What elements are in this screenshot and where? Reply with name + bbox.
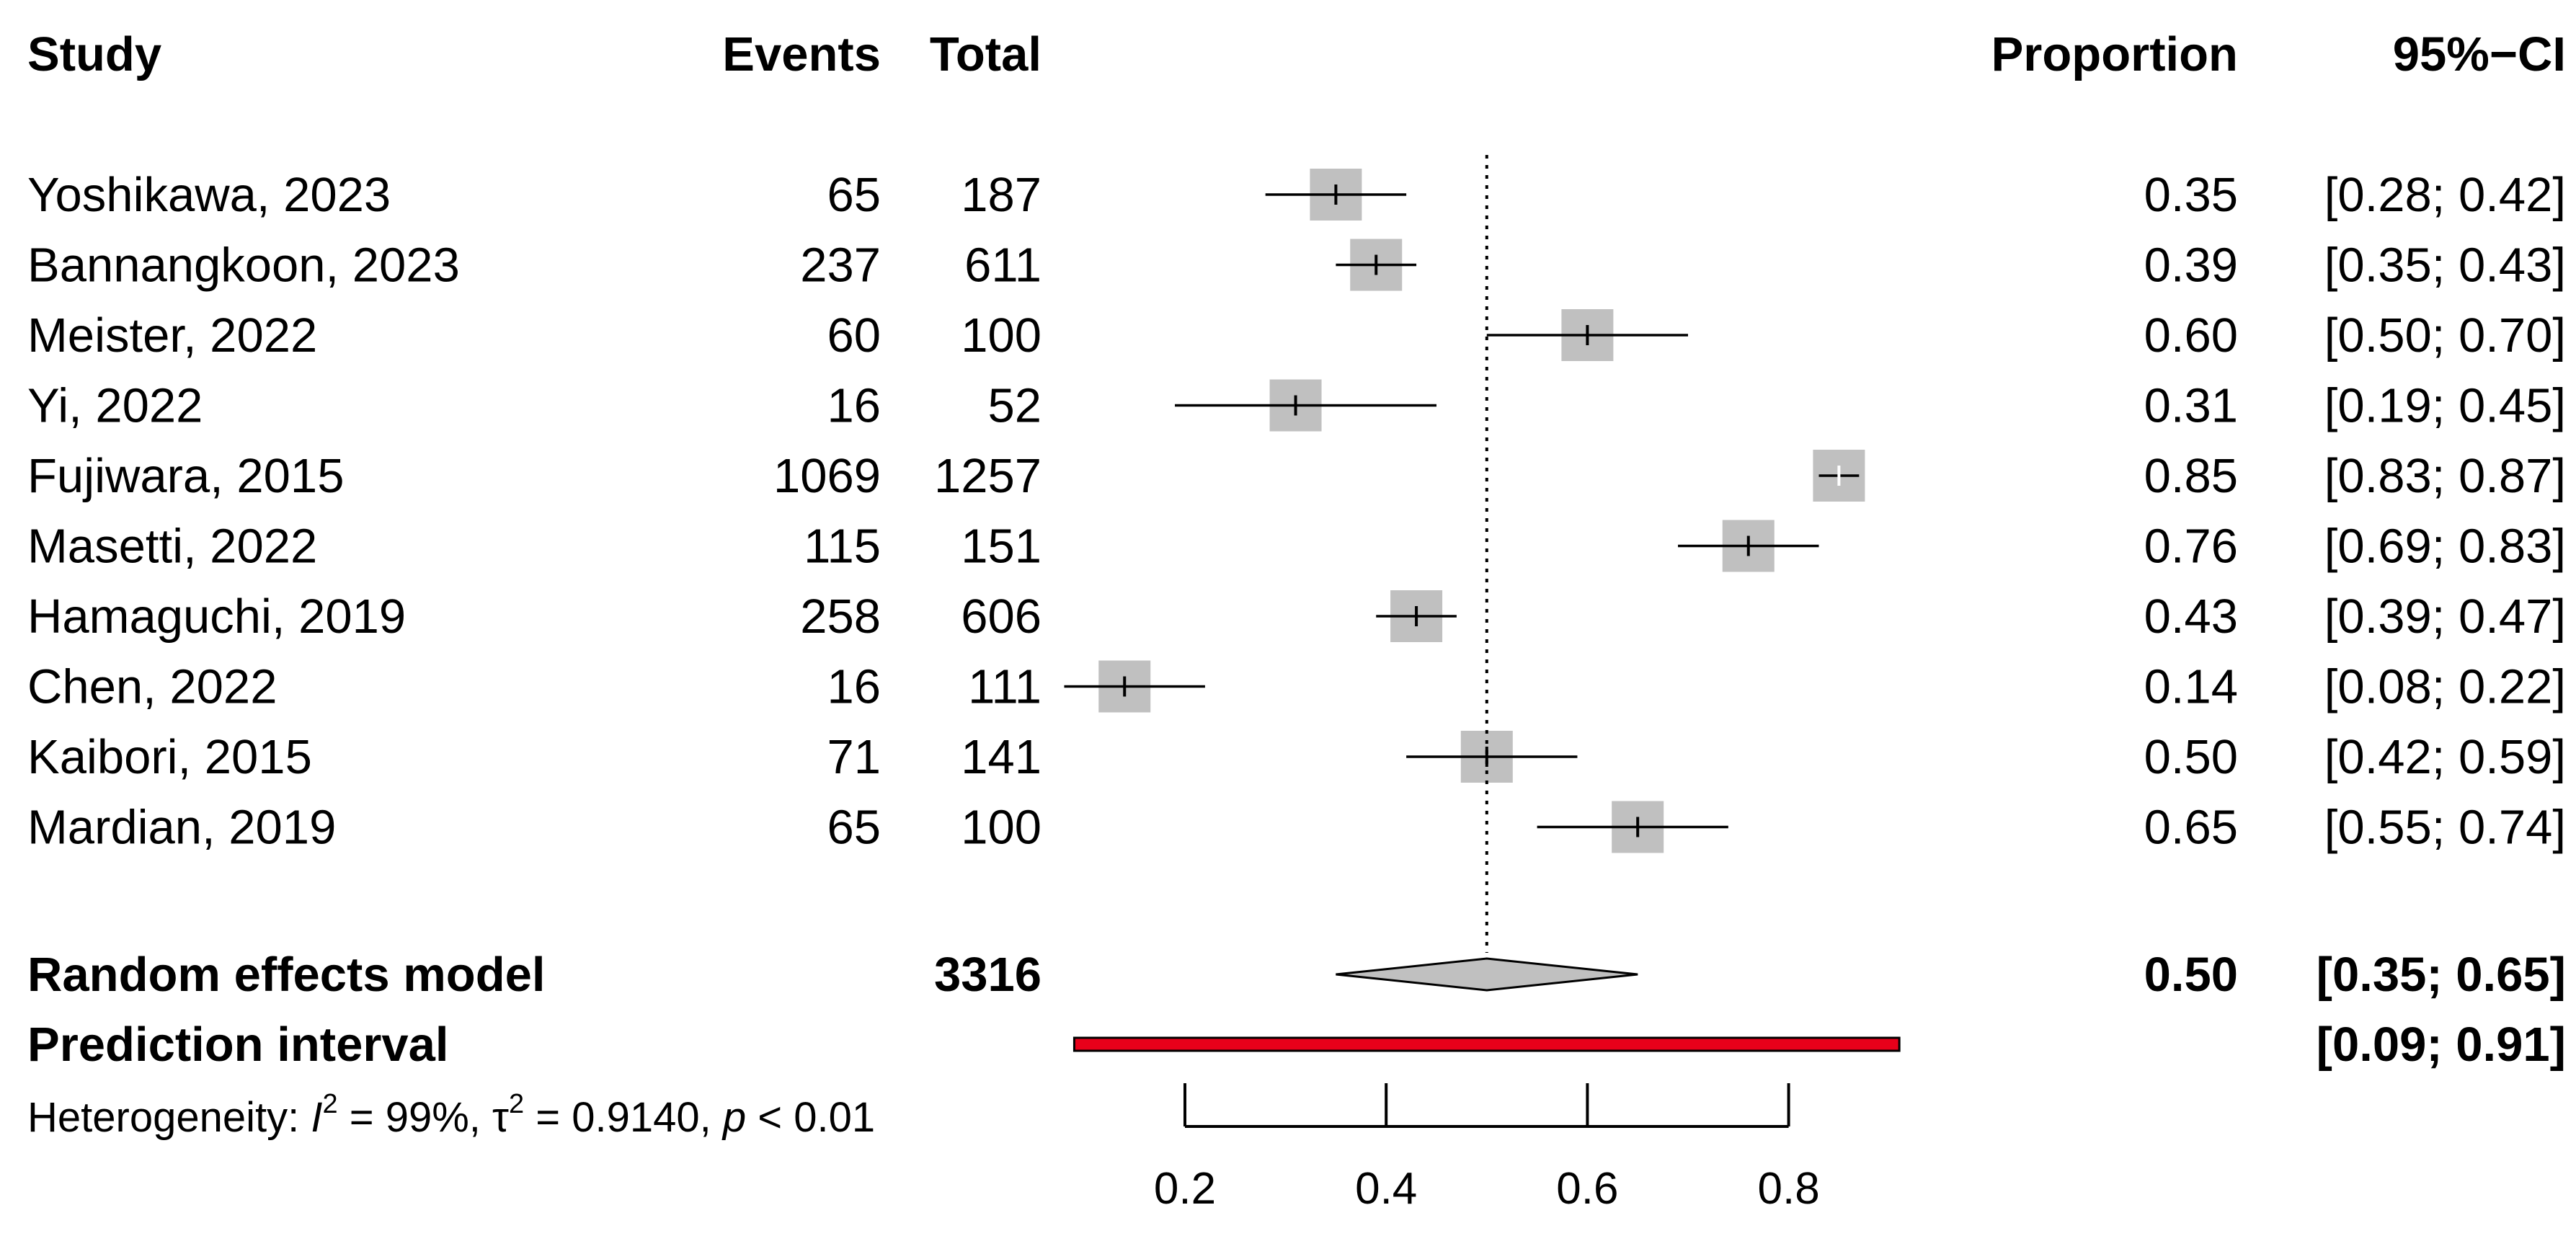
study-proportion: 0.14 [2144,660,2238,714]
study-events: 115 [804,520,881,574]
study-total: 187 [961,168,1041,222]
heterogeneity-text: Heterogeneity: I2 = 99%, τ2 = 0.9140, p … [27,1089,875,1141]
study-ci: [0.28; 0.42] [2324,168,2566,222]
study-label: Chen, 2022 [27,660,277,714]
study-label: Fujiwara, 2015 [27,449,344,503]
study-total: 611 [964,239,1041,293]
study-rows: Yoshikawa, 2023 65 187 0.35 [0.28; 0.42] Bann… [27,168,2566,855]
study-row: Kaibori, 2015 71 141 0.50 [0.42; 0.59] [27,730,2566,784]
study-events: 65 [827,801,881,855]
study-row: Meister, 2022 60 100 0.60 [0.50; 0.70] [27,308,2566,363]
x-axis-tick-label: 0.6 [1556,1164,1618,1214]
x-axis: 0.2 0.4 0.6 0.8 [1154,1083,1820,1214]
study-proportion: 0.39 [2144,239,2238,293]
study-label: Masetti, 2022 [27,520,317,574]
study-events: 258 [800,590,881,644]
study-ci: [0.42; 0.59] [2324,730,2566,784]
study-row: Yoshikawa, 2023 65 187 0.35 [0.28; 0.42] [27,168,2566,222]
study-proportion: 0.35 [2144,168,2238,222]
study-total: 52 [987,379,1041,433]
random-effects-total: 3316 [934,948,1041,1002]
study-label: Hamaguchi, 2019 [27,590,406,644]
study-label: Yoshikawa, 2023 [27,168,391,222]
study-ci: [0.19; 0.45] [2324,379,2566,433]
study-total: 151 [961,520,1041,574]
study-events: 65 [827,168,881,222]
pooled-diamond [1336,957,1638,992]
study-total: 1257 [934,449,1041,503]
study-events: 71 [827,730,881,784]
study-ci: [0.55; 0.74] [2324,801,2566,855]
tau-squared-symbol: τ [492,1094,509,1141]
study-events: 237 [800,239,881,293]
study-proportion: 0.85 [2144,449,2238,503]
random-effects-ci: [0.35; 0.65] [2317,948,2566,1002]
prediction-interval-label: Prediction interval [27,1018,449,1072]
study-total: 100 [961,308,1041,363]
study-proportion: 0.76 [2144,520,2238,574]
study-ci: [0.69; 0.83] [2324,520,2566,574]
study-total: 111 [968,660,1041,714]
study-label: Yi, 2022 [27,379,203,433]
study-ci: [0.08; 0.22] [2324,660,2566,714]
header-ci: 95%−CI [2393,27,2566,81]
study-events: 1069 [773,449,881,503]
study-proportion: 0.50 [2144,730,2238,784]
header-proportion: Proportion [1991,27,2238,81]
study-ci: [0.83; 0.87] [2324,449,2566,503]
header-study: Study [27,27,161,81]
prediction-interval-bar [1072,1036,1901,1052]
study-label: Mardian, 2019 [27,801,336,855]
study-events: 16 [827,379,881,433]
study-row: Mardian, 2019 65 100 0.65 [0.55; 0.74] [27,801,2566,855]
study-proportion: 0.43 [2144,590,2238,644]
study-ci: [0.39; 0.47] [2324,590,2566,644]
study-row: Masetti, 2022 115 151 0.76 [0.69; 0.83] [27,520,2566,574]
tau-squared-superscript: 2 [509,1089,524,1119]
study-label: Bannangkoon, 2023 [27,239,460,293]
tau-squared-value: = 0.9140, [524,1094,723,1141]
study-row: Chen, 2022 16 111 0.14 [0.08; 0.22] [27,660,2566,714]
study-total: 141 [961,730,1041,784]
study-events: 60 [827,308,881,363]
study-total: 100 [961,801,1041,855]
prediction-interval-ci: [0.09; 0.91] [2317,1018,2566,1072]
study-proportion: 0.31 [2144,379,2238,433]
p-value: < 0.01 [746,1094,875,1141]
header-events: Events [722,27,881,81]
random-effects-proportion: 0.50 [2144,948,2238,1002]
x-axis-tick-label: 0.4 [1355,1164,1417,1214]
i-squared-symbol: I [311,1094,322,1141]
p-symbol: p [721,1094,746,1141]
study-row: Yi, 2022 16 52 0.31 [0.19; 0.45] [27,379,2566,433]
random-effects-label: Random effects model [27,948,546,1002]
study-proportion: 0.65 [2144,801,2238,855]
heterogeneity-prefix: Heterogeneity: [27,1094,311,1141]
study-row: Fujiwara, 2015 1069 1257 0.85 [0.83; 0.87] [27,449,2566,503]
i-squared-superscript: 2 [322,1089,337,1119]
study-total: 606 [961,590,1041,644]
study-label: Kaibori, 2015 [27,730,312,784]
study-ci: [0.35; 0.43] [2324,239,2566,293]
i-squared-value: = 99%, [338,1094,492,1141]
study-ci: [0.50; 0.70] [2324,308,2566,363]
header-total: Total [930,27,1041,81]
x-axis-tick-label: 0.2 [1154,1164,1216,1214]
study-row: Bannangkoon, 2023 237 611 0.39 [0.35; 0.43] [27,239,2566,293]
x-axis-tick-label: 0.8 [1757,1164,1819,1214]
study-row: Hamaguchi, 2019 258 606 0.43 [0.39; 0.47] [27,590,2566,644]
study-events: 16 [827,660,881,714]
study-label: Meister, 2022 [27,308,317,363]
study-proportion: 0.60 [2144,308,2238,363]
